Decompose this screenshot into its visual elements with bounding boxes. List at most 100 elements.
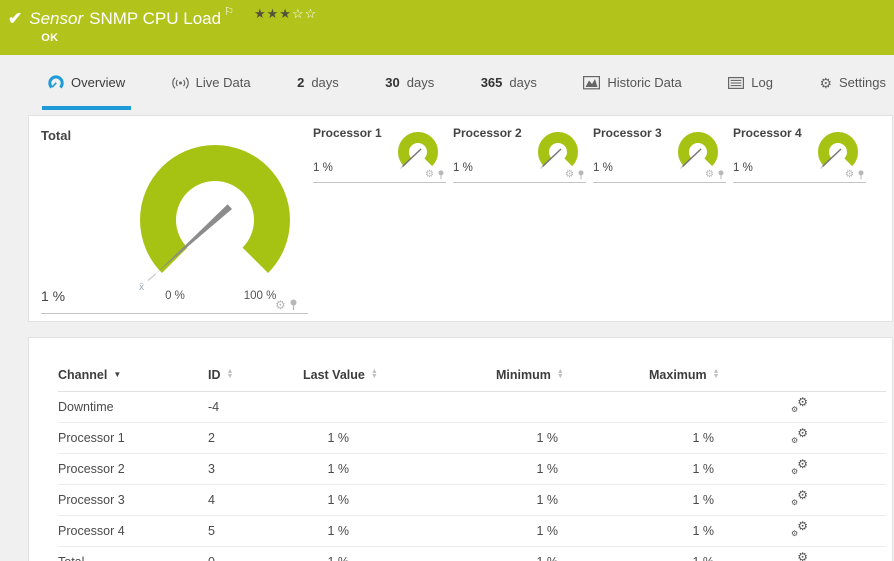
col-header-actions xyxy=(769,368,886,392)
log-icon xyxy=(728,76,745,89)
sort-icon: ▲ ▼ xyxy=(370,368,378,380)
mean-marker: x̄ xyxy=(139,282,144,293)
channel-settings-gears-icon[interactable]: ⚙⚙ xyxy=(791,395,808,414)
settings-gear-icon: ⚙ xyxy=(819,74,832,91)
tab-settings[interactable]: ⚙ Settings xyxy=(813,55,892,110)
tab-live-data-label: Live Data xyxy=(195,75,251,90)
gauge-needle xyxy=(402,148,422,167)
total-gauge: x̄ xyxy=(139,145,290,293)
tab-2-days[interactable]: 2 days xyxy=(291,55,345,110)
channel-settings-gears-icon[interactable]: ⚙⚙ xyxy=(791,519,808,538)
tab-30-days-num: 30 xyxy=(385,75,400,90)
col-header-last-value[interactable]: Last Value ▲ ▼ xyxy=(303,368,496,392)
cell-maximum: 1 % xyxy=(649,546,769,561)
gauge-max-label: 100 % xyxy=(243,290,277,302)
tab-log[interactable]: Log xyxy=(722,55,779,110)
cell-id: 0 xyxy=(208,546,303,561)
cell-channel[interactable]: Processor 4 xyxy=(58,515,208,547)
tab-bar: Overview Live Data 2 days 30 days 365 da… xyxy=(0,55,894,110)
channel-settings-gears-icon[interactable]: ⚙⚙ xyxy=(791,426,808,445)
gauge-cell-processor-4: Processor 4 1 % ⚙ xyxy=(733,124,866,183)
channel-settings-gear-icon[interactable]: ⚙ xyxy=(845,169,854,180)
tab-365-days-num: 365 xyxy=(480,75,503,90)
cell-last-value: 1 % xyxy=(303,422,496,454)
col-header-minimum[interactable]: Minimum ▲ ▼ xyxy=(496,368,649,392)
pin-icon[interactable] xyxy=(717,170,725,180)
channel-settings-gears-icon[interactable]: ⚙⚙ xyxy=(791,488,808,507)
gauge-value: 1 % xyxy=(733,162,753,174)
stars-filled[interactable]: ★★★ xyxy=(253,6,292,21)
table-row-downtime[interactable]: Downtime -4 ⚙ ⚙ xyxy=(58,391,886,423)
pin-icon[interactable] xyxy=(857,170,865,180)
gauge-min-label: 0 % xyxy=(165,290,185,302)
cell-minimum: 1 % xyxy=(496,422,649,454)
cell-channel[interactable]: Processor 1 xyxy=(58,422,208,454)
table-row-processor-1[interactable]: Processor 1 2 1 % 1 % 1 % ⚙ ⚙ xyxy=(58,422,886,454)
flag-icon[interactable]: ⚐ xyxy=(224,6,234,18)
channel-settings-gear-icon[interactable]: ⚙ xyxy=(275,298,286,312)
cell-last-value: 1 % xyxy=(303,546,496,561)
processor-gauge xyxy=(678,132,718,169)
gauge-needle xyxy=(155,204,232,274)
cell-minimum: 1 % xyxy=(496,515,649,547)
table-row-processor-4[interactable]: Processor 4 5 1 % 1 % 1 % ⚙ ⚙ xyxy=(58,515,886,547)
cell-minimum: 1 % xyxy=(496,484,649,516)
tab-2-days-label: days xyxy=(311,75,339,90)
stars-empty[interactable]: ☆☆ xyxy=(291,6,318,21)
priority-stars[interactable]: ★★★☆☆ xyxy=(254,7,317,21)
cell-maximum: 1 % xyxy=(649,453,769,485)
table-row-processor-3[interactable]: Processor 3 4 1 % 1 % 1 % ⚙ ⚙ xyxy=(58,484,886,516)
channel-settings-gear-icon[interactable]: ⚙ xyxy=(425,169,434,180)
tab-365-days[interactable]: 365 days xyxy=(475,55,543,110)
gauge-cell-processor-1: Processor 1 1 % ⚙ xyxy=(313,124,446,183)
channels-panel: Channel ▼ ID ▲ ▼ Last Value ▲ ▼ Minimum ▲ ▼ Max… xyxy=(28,337,893,561)
processor-gauge xyxy=(818,132,858,169)
gauge-label: Processor 4 xyxy=(733,126,802,140)
cell-channel[interactable]: Total xyxy=(58,546,208,561)
cell-channel[interactable]: Processor 2 xyxy=(58,453,208,485)
channel-settings-gears-icon[interactable]: ⚙⚙ xyxy=(791,457,808,476)
col-header-channel[interactable]: Channel ▼ xyxy=(58,368,208,392)
pin-icon[interactable] xyxy=(437,170,445,180)
channel-settings-gears-icon[interactable]: ⚙⚙ xyxy=(791,550,808,561)
col-header-maximum[interactable]: Maximum ▲ ▼ xyxy=(649,368,769,392)
sensor-kind-label: Sensor xyxy=(29,9,84,28)
tab-historic-data[interactable]: Historic Data xyxy=(577,55,687,110)
table-header-row: Channel ▼ ID ▲ ▼ Last Value ▲ ▼ Minimum ▲ ▼ Max… xyxy=(58,368,886,392)
tab-settings-label: Settings xyxy=(839,75,886,90)
cell-id: -4 xyxy=(208,391,303,423)
channel-settings-gear-icon[interactable]: ⚙ xyxy=(705,169,714,180)
total-gauge-label: Total xyxy=(41,128,72,143)
sort-icon: ▲ ▼ xyxy=(226,368,234,380)
channel-settings-gear-icon[interactable]: ⚙ xyxy=(565,169,574,180)
cell-channel[interactable]: Processor 3 xyxy=(58,484,208,516)
table-row-total[interactable]: Total 0 1 % 1 % 1 % ⚙⚙ xyxy=(58,546,886,561)
table-row-processor-2[interactable]: Processor 2 3 1 % 1 % 1 % ⚙ ⚙ xyxy=(58,453,886,485)
gauge-cell-processor-2: Processor 2 1 % ⚙ xyxy=(453,124,586,183)
sort-icon: ▲ ▼ xyxy=(712,368,720,380)
cell-id: 5 xyxy=(208,515,303,547)
gauge-cell-processor-3: Processor 3 1 % ⚙ xyxy=(593,124,726,183)
tab-30-days[interactable]: 30 days xyxy=(379,55,440,110)
gauge-value: 1 % xyxy=(593,162,613,174)
col-header-id[interactable]: ID ▲ ▼ xyxy=(208,368,303,392)
processor-gauge xyxy=(398,132,438,169)
historic-chart-icon xyxy=(583,75,601,89)
gauges-panel: Total x̄ 1 % 0 % 100 % ⚙ Processor 1 xyxy=(28,115,893,322)
pin-icon[interactable] xyxy=(289,299,298,311)
sensor-status-badge: OK xyxy=(41,32,59,44)
sort-desc-icon: ▼ xyxy=(113,370,122,380)
pin-icon[interactable] xyxy=(577,170,585,180)
status-ok-check-icon: ✔ xyxy=(8,9,23,28)
tab-365-days-label: days xyxy=(509,75,537,90)
gauge-needle xyxy=(542,148,562,167)
tab-live-data[interactable]: Live Data xyxy=(166,55,257,110)
cell-last-value xyxy=(303,391,496,423)
cell-last-value: 1 % xyxy=(303,484,496,516)
cell-channel[interactable]: Downtime xyxy=(58,391,208,423)
processor-gauge xyxy=(538,132,578,169)
total-gauge-value: 1 % xyxy=(41,288,66,304)
cell-last-value: 1 % xyxy=(303,453,496,485)
tab-overview[interactable]: Overview xyxy=(42,55,132,110)
